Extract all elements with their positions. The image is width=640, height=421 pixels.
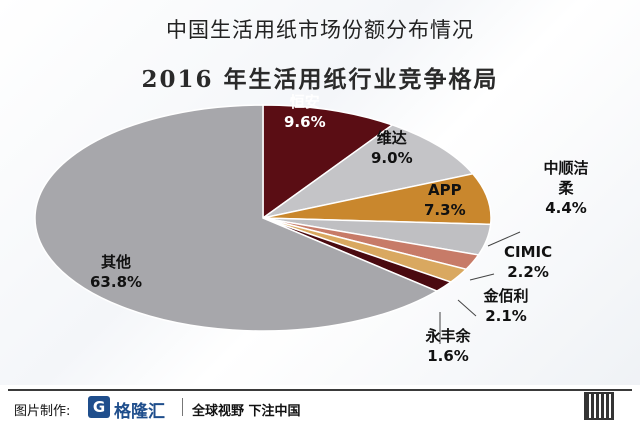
slice-value: 7.3% bbox=[424, 201, 466, 219]
slice-value: 4.4% bbox=[545, 199, 587, 217]
slice-value: 2.2% bbox=[507, 263, 549, 281]
pie-slice-3 bbox=[262, 172, 492, 226]
slice-name: 永丰余 bbox=[425, 327, 471, 345]
logo-icon: G bbox=[88, 396, 110, 418]
slice-name: APP bbox=[428, 181, 462, 199]
footer-slogan: 全球视野 下注中国 bbox=[192, 404, 301, 419]
logo-text: 格隆汇 bbox=[114, 402, 165, 421]
slice-value: 63.8% bbox=[90, 273, 143, 291]
slice-value: 1.6% bbox=[427, 347, 469, 365]
slice-label-7: 永丰余 1.6% bbox=[426, 326, 471, 366]
slice-value: 9.6% bbox=[284, 113, 326, 131]
slice-label-6: 金佰利 2.1% bbox=[484, 286, 529, 326]
slice-name: 中顺洁 bbox=[543, 159, 589, 177]
slice-label-1: 恒安 9.6% bbox=[284, 92, 326, 132]
pie-slice-1 bbox=[262, 104, 394, 220]
leader-lines bbox=[439, 231, 521, 344]
pie-slices bbox=[34, 104, 492, 332]
leader-line-6 bbox=[457, 299, 477, 317]
slice-label-2: 维达 9.0% bbox=[371, 128, 413, 168]
page-title: 中国生活用纸市场份额分布情况 bbox=[166, 18, 474, 42]
footer-divider bbox=[8, 389, 632, 391]
pie-slice-8 bbox=[34, 104, 439, 332]
slice-label-4: 中顺洁柔 4.4% bbox=[544, 158, 589, 218]
leader-line-5 bbox=[469, 273, 495, 281]
slice-value: 9.0% bbox=[371, 149, 413, 167]
slice-label-8: 其他 63.8% bbox=[90, 252, 142, 292]
slice-value: 2.1% bbox=[485, 307, 527, 325]
qr-code-icon bbox=[584, 392, 614, 420]
slice-name: 其他 bbox=[101, 253, 132, 271]
slice-name-cont: 柔 bbox=[558, 179, 574, 197]
slice-label-3: APP 7.3% bbox=[424, 180, 466, 220]
footer-credit: 图片制作: bbox=[14, 404, 71, 419]
chart-title: 2016 年生活用纸行业竞争格局 bbox=[141, 66, 499, 93]
leader-line-4 bbox=[487, 231, 521, 247]
slice-name: CIMIC bbox=[504, 243, 553, 261]
slice-name: 恒安 bbox=[289, 93, 320, 111]
slice-name: 维达 bbox=[376, 129, 407, 147]
slice-label-5: CIMIC 2.2% bbox=[504, 242, 552, 282]
footer-separator bbox=[182, 398, 183, 416]
pie-slice-2 bbox=[262, 124, 475, 219]
slice-name: 金佰利 bbox=[483, 287, 529, 305]
